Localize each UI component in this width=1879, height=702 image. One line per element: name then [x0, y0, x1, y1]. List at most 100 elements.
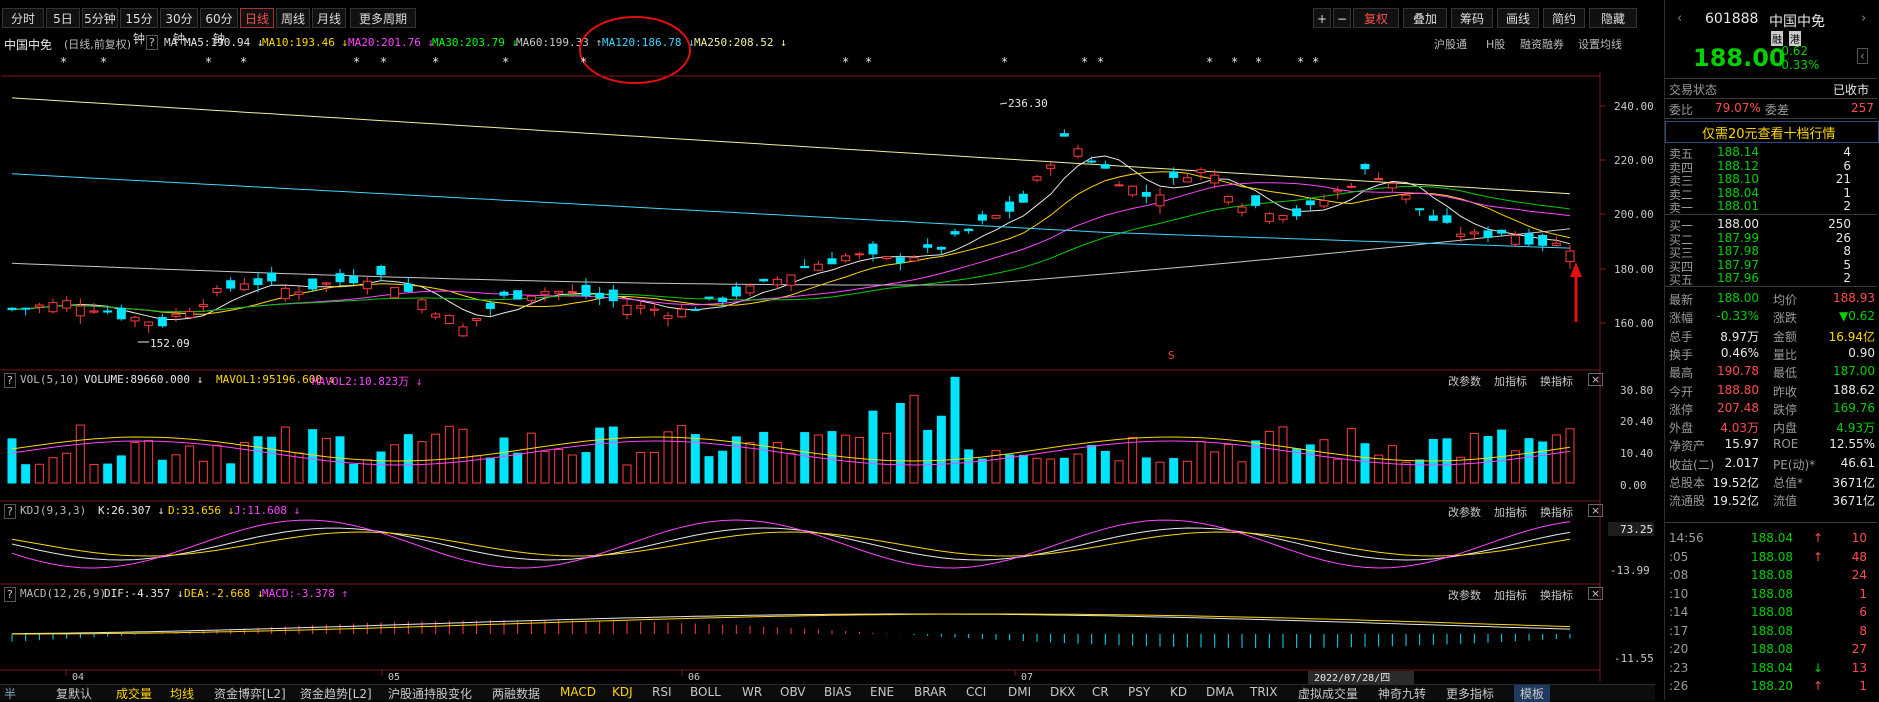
candle[interactable]	[1005, 195, 1015, 219]
macd-switch-indicator[interactable]: 换指标	[1540, 589, 1573, 602]
tab-half[interactable]: 半	[4, 687, 17, 701]
candle[interactable]	[1319, 194, 1329, 209]
candle[interactable]	[1483, 226, 1493, 243]
macd-close-icon[interactable]: ×	[1588, 587, 1604, 600]
candle[interactable]	[882, 255, 892, 261]
period-tab-monthly[interactable]: 月线	[312, 8, 346, 28]
candle[interactable]	[1237, 202, 1247, 217]
candle[interactable]	[1374, 172, 1384, 181]
candle[interactable]	[157, 313, 167, 328]
tab-wr[interactable]: WR	[742, 685, 763, 699]
candle[interactable]	[431, 312, 441, 320]
macd-help-icon[interactable]: ?	[4, 587, 16, 602]
event-star-icon[interactable]: *	[1001, 55, 1008, 69]
kdj-edit-params[interactable]: 改参数	[1448, 506, 1481, 519]
candle[interactable]	[554, 290, 564, 301]
vol-help-icon[interactable]: ?	[4, 373, 16, 388]
event-star-icon[interactable]: *	[1081, 55, 1088, 69]
period-tab-5day[interactable]: 5日	[46, 8, 80, 28]
tab-rsi[interactable]: RSI	[652, 685, 672, 699]
candle[interactable]	[1100, 160, 1110, 169]
candle[interactable]	[444, 314, 454, 324]
candle[interactable]	[745, 283, 755, 297]
candle[interactable]	[485, 300, 495, 317]
candle[interactable]	[868, 241, 878, 262]
candle[interactable]	[103, 305, 113, 315]
candle[interactable]	[1565, 244, 1575, 269]
candle[interactable]	[48, 298, 58, 314]
candle[interactable]	[581, 278, 591, 299]
period-tab-intraday[interactable]: 分时	[2, 8, 44, 28]
candle[interactable]	[1415, 208, 1425, 217]
candle[interactable]	[718, 296, 728, 308]
tab-kd[interactable]: KD	[1170, 685, 1188, 699]
tab-ene[interactable]: ENE	[870, 685, 895, 699]
tab-dmi[interactable]: DMI	[1008, 685, 1032, 699]
candle[interactable]	[417, 297, 427, 314]
candle[interactable]	[1510, 231, 1520, 247]
candle[interactable]	[403, 277, 413, 293]
macd-edit-params[interactable]: 改参数	[1448, 589, 1481, 602]
vol-close-icon[interactable]: ×	[1588, 373, 1604, 386]
candle[interactable]	[308, 278, 318, 292]
promo-banner[interactable]: 仅需20元查看十档行情	[1665, 121, 1879, 143]
candle[interactable]	[499, 290, 509, 299]
candle[interactable]	[1251, 195, 1261, 209]
overlay-dropdown[interactable]: 叠加	[1403, 8, 1447, 28]
candle[interactable]	[663, 311, 673, 327]
candle[interactable]	[1538, 233, 1548, 252]
collapse-icon[interactable]: ‹	[1857, 48, 1868, 64]
candle[interactable]	[608, 284, 618, 308]
vol-add-indicator[interactable]: 加指标	[1494, 375, 1527, 388]
adjust-dropdown[interactable]: 复权	[1353, 8, 1399, 28]
candlesticks[interactable]	[7, 129, 1575, 337]
vol-edit-params[interactable]: 改参数	[1448, 375, 1481, 388]
candle[interactable]	[472, 318, 482, 327]
candle[interactable]	[1551, 236, 1561, 247]
zoom-out-button[interactable]: −	[1333, 8, 1351, 28]
tab-psy[interactable]: PSY	[1128, 685, 1151, 699]
event-star-icon[interactable]: *	[865, 55, 872, 69]
tab-dma[interactable]: DMA	[1206, 685, 1234, 699]
candle[interactable]	[1182, 172, 1192, 183]
event-star-icon[interactable]: *	[1097, 55, 1104, 69]
candle[interactable]	[253, 271, 263, 293]
candle[interactable]	[1305, 197, 1315, 211]
tab-macd[interactable]: MACD	[560, 685, 596, 699]
hide-panel-button[interactable]: 隐藏	[1589, 8, 1637, 28]
candle[interactable]	[1524, 228, 1534, 247]
candle[interactable]	[1155, 188, 1165, 214]
candle[interactable]	[622, 297, 632, 320]
tab-magic-nine[interactable]: 神奇九转	[1378, 687, 1427, 701]
candle[interactable]	[1059, 129, 1069, 137]
candle[interactable]	[239, 277, 249, 291]
candle[interactable]	[390, 286, 400, 299]
candle[interactable]	[895, 253, 905, 271]
candle[interactable]	[458, 323, 468, 337]
candle[interactable]	[294, 286, 304, 301]
candle[interactable]	[567, 284, 577, 298]
candle[interactable]	[34, 302, 44, 314]
kdj-switch-indicator[interactable]: 换指标	[1540, 506, 1573, 519]
candle[interactable]	[362, 275, 372, 295]
candle[interactable]	[321, 282, 331, 293]
candle[interactable]	[1128, 185, 1138, 198]
tab-cr[interactable]: CR	[1092, 685, 1109, 699]
candle[interactable]	[1223, 195, 1233, 205]
tab-template[interactable]: 模板	[1514, 685, 1551, 702]
candle[interactable]	[677, 303, 687, 319]
candle[interactable]	[1346, 182, 1356, 189]
event-star-icon[interactable]: *	[432, 55, 439, 69]
period-tab-5min[interactable]: 5分钟	[82, 8, 118, 28]
event-star-icon[interactable]: *	[100, 55, 107, 69]
candle[interactable]	[171, 307, 181, 322]
candle[interactable]	[116, 304, 126, 321]
candle[interactable]	[7, 307, 17, 312]
candle[interactable]	[198, 299, 208, 312]
link-hk-connect[interactable]: 沪股通	[1434, 38, 1467, 51]
event-star-icon[interactable]: *	[60, 55, 67, 69]
draw-line-button[interactable]: 画线	[1497, 8, 1539, 28]
event-star-icon[interactable]: *	[580, 55, 587, 69]
promo-text[interactable]: 仅需20元查看十档行情	[1702, 127, 1836, 142]
tab-bias[interactable]: BIAS	[824, 685, 852, 699]
